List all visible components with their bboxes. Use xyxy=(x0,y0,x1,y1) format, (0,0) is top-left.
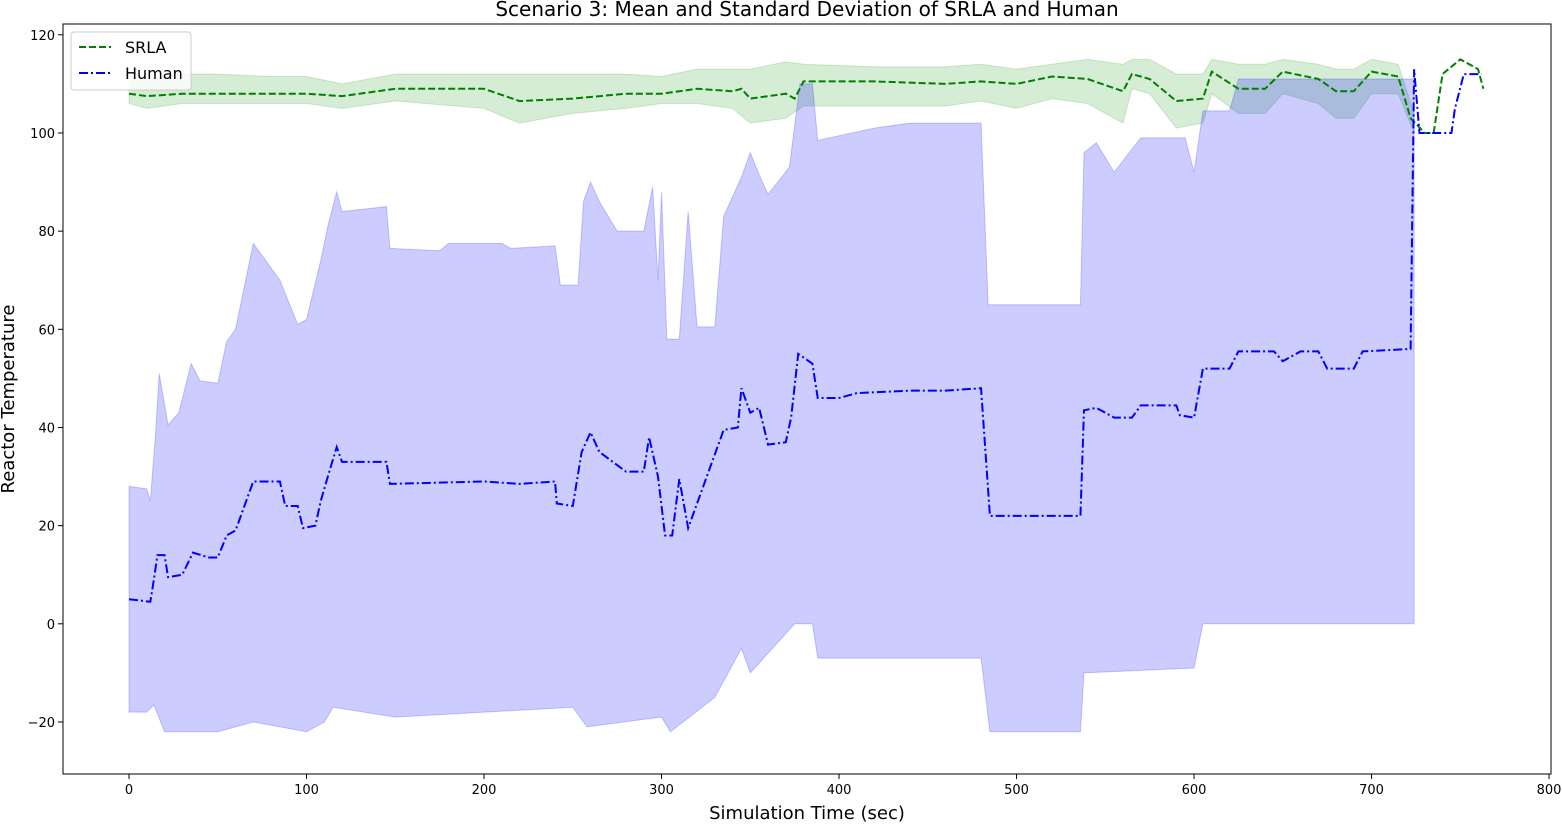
x-tick-label: 700 xyxy=(1359,783,1384,798)
y-tick-label: −20 xyxy=(28,716,55,731)
std-band xyxy=(128,78,1415,733)
x-tick-label: 300 xyxy=(649,783,674,798)
x-tick-label: 800 xyxy=(1537,783,1562,798)
y-tick-label: 80 xyxy=(38,225,55,240)
y-tick-label: 40 xyxy=(38,421,55,436)
x-tick-label: 200 xyxy=(472,783,497,798)
legend-label: SRLA xyxy=(125,38,167,57)
mean-line xyxy=(128,69,1482,603)
x-tick-label: 400 xyxy=(827,783,852,798)
y-tick-label: 100 xyxy=(30,127,55,142)
x-tick-label: 500 xyxy=(1004,783,1029,798)
legend-label: Human xyxy=(125,64,183,83)
x-tick-label: 100 xyxy=(294,783,319,798)
chart-title: Scenario 3: Mean and Standard Deviation … xyxy=(495,0,1118,21)
y-tick-label: 120 xyxy=(30,29,55,44)
x-axis-label: Simulation Time (sec) xyxy=(709,803,905,823)
y-axis-label: Reactor Temperature xyxy=(0,305,19,494)
y-tick-label: 20 xyxy=(38,520,55,535)
y-tick-label: 60 xyxy=(38,323,55,338)
axes-frame xyxy=(62,23,1552,775)
x-tick-label: 0 xyxy=(125,783,133,798)
x-tick-label: 600 xyxy=(1182,783,1207,798)
legend: SRLA Human xyxy=(70,31,192,91)
y-tick-label: 0 xyxy=(47,618,55,633)
mean-line xyxy=(128,58,1485,134)
